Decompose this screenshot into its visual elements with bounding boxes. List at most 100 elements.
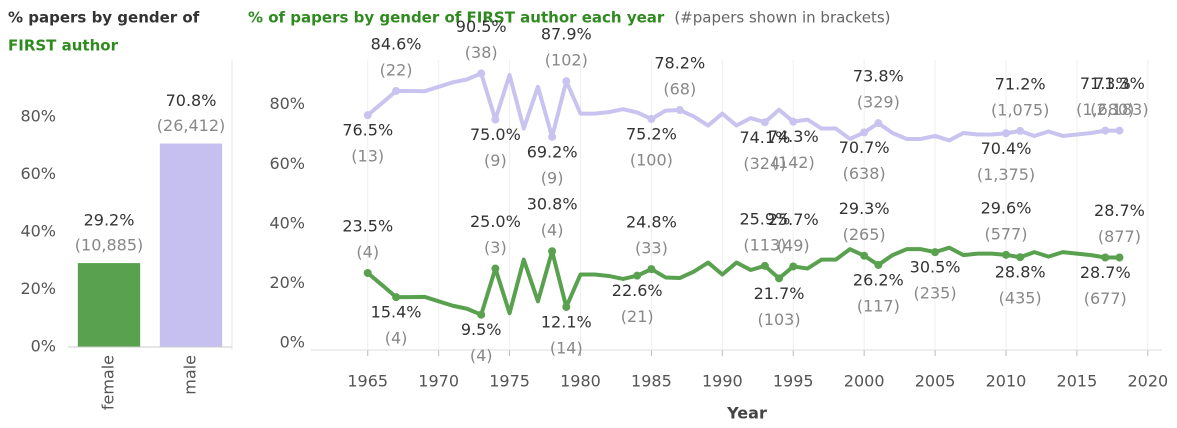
value-label: 78.2% <box>654 54 705 73</box>
count-label: (26,412) <box>157 116 225 135</box>
point <box>633 271 642 280</box>
value-label: 30.8% <box>527 195 578 214</box>
count-label: (102) <box>545 51 588 70</box>
point <box>1001 129 1010 138</box>
y-tick-label: 40% <box>20 222 56 241</box>
value-label: 74.1% <box>739 128 790 147</box>
y-tick-label: 20% <box>269 273 305 292</box>
y-tick-label: 0% <box>31 337 56 356</box>
count-label: (235) <box>914 284 957 303</box>
x-tick-label: 1970 <box>418 372 459 391</box>
point <box>562 77 571 86</box>
value-label: 21.7% <box>754 284 805 303</box>
count-label: (68) <box>663 80 696 99</box>
point <box>647 114 656 123</box>
count-label: (577) <box>984 224 1027 243</box>
point <box>477 69 486 78</box>
count-label: (38) <box>465 43 498 62</box>
point <box>860 251 869 260</box>
value-label: 23.5% <box>342 216 393 235</box>
count-label: (9) <box>484 151 507 170</box>
count-label: (22) <box>380 60 413 79</box>
count-label: (677) <box>1084 289 1127 308</box>
point <box>760 261 769 270</box>
point <box>760 118 769 127</box>
point <box>1115 253 1124 262</box>
point <box>548 247 557 256</box>
value-label: 69.2% <box>527 142 578 161</box>
x-tick-label: 2005 <box>915 372 956 391</box>
count-label: (100) <box>630 150 673 169</box>
bar-title: % papers by gender of <box>8 9 200 27</box>
count-label: (1,075) <box>991 100 1049 119</box>
value-label: 28.8% <box>995 263 1046 282</box>
count-label: (21) <box>621 307 654 326</box>
value-label: 9.5% <box>461 320 502 339</box>
value-label: 70.4% <box>981 139 1032 158</box>
x-tick-label: 2010 <box>986 372 1027 391</box>
count-label: (3) <box>484 238 507 257</box>
point <box>491 264 500 273</box>
count-label: (435) <box>999 289 1042 308</box>
value-label: 25.9% <box>739 209 790 228</box>
count-label: (4) <box>385 329 408 348</box>
series-line <box>366 71 1120 143</box>
count-label: (13) <box>351 147 384 166</box>
value-label: 28.7% <box>1080 263 1131 282</box>
point <box>392 86 401 95</box>
line-title: % of papers by gender of FIRST author ea… <box>248 9 665 27</box>
value-label: 90.5% <box>456 17 507 36</box>
point <box>477 310 486 319</box>
point <box>1115 126 1124 135</box>
count-label: (113) <box>743 235 786 254</box>
bar-title-highlight: FIRST author <box>8 37 119 55</box>
count-label: (877) <box>1098 227 1141 246</box>
value-label: 25.0% <box>470 212 521 231</box>
x-tick-label: 1980 <box>560 372 601 391</box>
value-label: 29.2% <box>84 211 135 230</box>
y-tick-label: 60% <box>269 154 305 173</box>
point <box>491 115 500 124</box>
x-tick-label: 1990 <box>702 372 743 391</box>
x-tick-label: 1985 <box>631 372 672 391</box>
count-label: (4) <box>470 346 493 365</box>
bar <box>77 263 141 347</box>
value-label: 76.5% <box>342 121 393 140</box>
point <box>1001 250 1010 259</box>
count-label: (324) <box>743 154 786 173</box>
value-label: 25.7% <box>768 210 819 229</box>
point <box>363 268 372 277</box>
point <box>1016 253 1025 262</box>
point <box>775 274 784 283</box>
y-tick-label: 20% <box>20 279 56 298</box>
value-label: 75.0% <box>470 125 521 144</box>
value-label: 84.6% <box>371 34 422 53</box>
point <box>789 117 798 126</box>
point <box>931 248 940 257</box>
point <box>675 106 684 115</box>
value-label: 12.1% <box>541 312 592 331</box>
value-label: 22.6% <box>612 281 663 300</box>
count-label: (1,375) <box>977 165 1035 184</box>
count-label: (4) <box>356 242 379 261</box>
count-label: (329) <box>857 93 900 112</box>
y-tick-label: 40% <box>269 213 305 232</box>
count-label: (638) <box>843 164 886 183</box>
value-label: 26.2% <box>853 270 904 289</box>
count-label: (9) <box>541 168 564 187</box>
count-label: (4) <box>541 221 564 240</box>
point <box>1016 126 1025 135</box>
y-tick-label: 60% <box>20 164 56 183</box>
y-tick-label: 80% <box>269 94 305 113</box>
y-tick-label: 0% <box>280 333 305 352</box>
value-label: 75.2% <box>626 124 677 143</box>
count-label: (14) <box>550 338 583 357</box>
point <box>874 119 883 128</box>
x-tick-label: male <box>181 355 200 395</box>
x-tick-label: 1975 <box>489 372 530 391</box>
value-label: 70.7% <box>839 138 890 157</box>
x-tick-label: 2015 <box>1057 372 1098 391</box>
value-label: 71.2% <box>995 74 1046 93</box>
value-label: 74.3% <box>768 127 819 146</box>
